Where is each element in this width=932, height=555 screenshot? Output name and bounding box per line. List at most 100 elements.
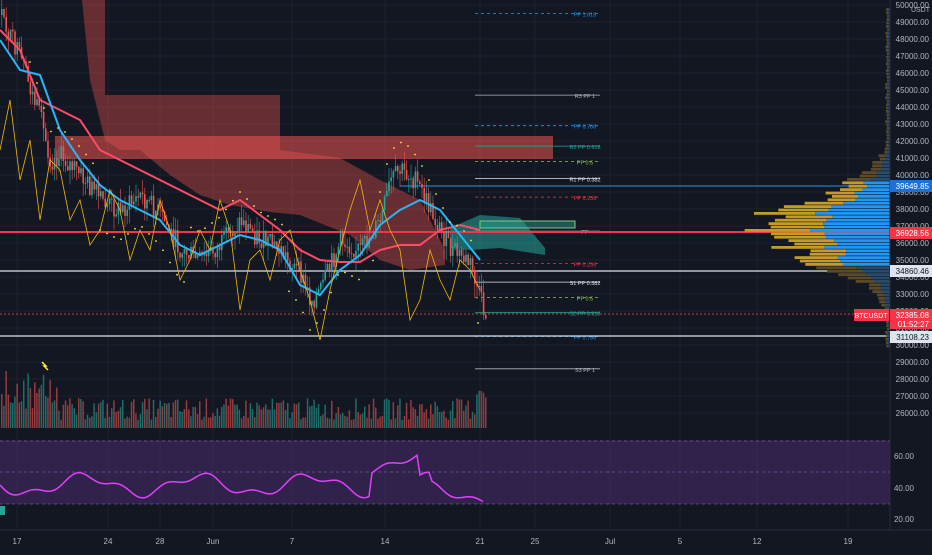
sar-dot: [435, 193, 437, 195]
volume-bar: [394, 418, 397, 428]
candle-body: [423, 187, 425, 203]
price-tick: 30000.00: [896, 341, 930, 350]
vp-bar: [770, 225, 825, 229]
volume-bar: [423, 412, 425, 428]
vp-bar: [888, 11, 890, 15]
vp-bar: [888, 327, 890, 331]
volume-bar: [269, 409, 271, 428]
volume-bar: [71, 404, 73, 428]
volume-bar: [267, 409, 269, 428]
vp-bar: [886, 72, 889, 76]
volume-bar: [177, 399, 179, 428]
volume-bar: [102, 399, 104, 428]
volume-bar: [331, 400, 333, 428]
vp-bar: [788, 239, 835, 242]
volume-bar: [416, 415, 419, 428]
vp-bar: [887, 147, 890, 151]
candle-body: [7, 31, 10, 41]
volume-bar: [183, 408, 186, 428]
candle-body: [58, 158, 60, 167]
vp-bar: [774, 218, 827, 222]
vp-bar: [771, 246, 825, 249]
pane-collapse-icon[interactable]: [0, 506, 5, 515]
parabolic-sar: [29, 61, 479, 331]
vp-bar: [810, 229, 890, 232]
candle-body: [141, 192, 144, 195]
volume-bar: [172, 402, 175, 428]
price-tick: 44000.00: [896, 103, 930, 112]
vp-bar: [884, 293, 890, 297]
vp-bar: [831, 205, 890, 208]
vp-bar: [824, 246, 890, 249]
volume-bar: [386, 398, 388, 428]
candle-body: [86, 176, 89, 183]
volume-bar: [359, 414, 362, 428]
vp-bar: [886, 344, 889, 348]
pivot-label: PP: [581, 230, 589, 236]
date-tick: 24: [104, 537, 113, 546]
volume-bar: [372, 398, 375, 428]
vp-bar: [886, 303, 890, 307]
volume-bar: [82, 401, 84, 428]
candle-body: [67, 166, 69, 171]
volume-bar: [73, 408, 76, 428]
volume-bar: [9, 402, 12, 428]
candle-body: [148, 199, 150, 201]
candle-body: [458, 249, 461, 256]
candle-body: [185, 248, 188, 256]
candle-body: [45, 128, 47, 141]
price-tick: 37000.00: [896, 222, 930, 231]
vp-bar: [885, 110, 889, 113]
vp-bar: [888, 21, 890, 25]
vp-bar: [886, 113, 889, 117]
candle-body: [322, 279, 324, 283]
sar-dot: [414, 153, 416, 156]
candle-body: [9, 29, 12, 41]
volume-bar: [383, 399, 386, 428]
candlesticks: [1, 0, 487, 320]
vp-bar: [887, 96, 890, 100]
candle-body: [474, 270, 476, 284]
candle-body: [366, 235, 368, 248]
volume-bar: [295, 404, 298, 428]
rsi-line: [0, 453, 484, 503]
volume-bar: [40, 384, 43, 428]
sar-dot: [120, 238, 122, 241]
pivot-label: PP 1.618: [574, 13, 597, 19]
candle-body: [192, 246, 194, 251]
vp-bar: [888, 52, 890, 55]
candle-body: [333, 253, 335, 267]
vp-bar: [886, 320, 889, 324]
candle-body: [232, 231, 234, 237]
volume-bar: [300, 419, 302, 428]
sar-dot: [183, 281, 185, 283]
val-tag: [890, 265, 932, 277]
candle-body: [126, 209, 128, 217]
candle-body: [218, 245, 221, 251]
vp-bar: [863, 181, 890, 185]
pivot-label: PP 0.5: [577, 160, 593, 166]
candle-body: [91, 181, 93, 195]
vp-bar: [827, 198, 856, 202]
vp-bar: [826, 235, 890, 239]
vp-bar: [847, 178, 871, 181]
vp-bar: [887, 82, 890, 86]
bull-cloud: [450, 215, 545, 255]
candle-body: [278, 247, 280, 254]
volume-bar: [64, 400, 67, 428]
sar-dot: [64, 131, 66, 133]
volume-bar: [111, 408, 113, 428]
time-axis[interactable]: [0, 530, 932, 550]
volume-bar: [408, 419, 410, 428]
volume-bar: [368, 404, 370, 428]
volume-bar: [203, 416, 205, 428]
volume-bar: [144, 398, 146, 428]
volume-bar: [366, 417, 368, 428]
candle-body: [454, 243, 456, 247]
candle-body: [49, 157, 51, 167]
candle-body: [265, 230, 267, 246]
candle-body: [223, 231, 225, 236]
volume-bar: [236, 404, 238, 428]
volume-bar: [58, 410, 60, 428]
